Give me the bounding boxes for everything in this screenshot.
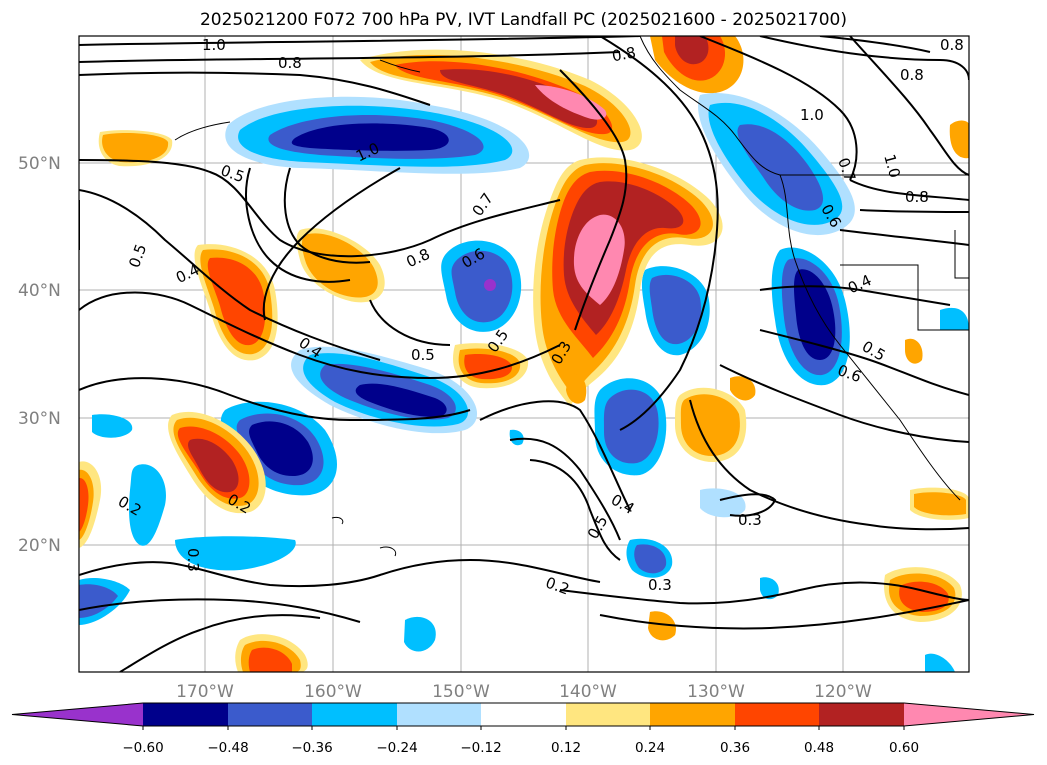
colorbar-segment: [228, 703, 312, 726]
colorbar-segment: [481, 703, 566, 726]
colorbar-tick-label: −0.60: [122, 740, 163, 756]
colorbar-segment: [566, 703, 650, 726]
contour-label: 0.8: [940, 36, 964, 54]
contour-label: 0.8: [611, 43, 638, 65]
colorbar: [11, 702, 1035, 730]
colorbar-tick-label: −0.36: [291, 740, 332, 756]
colorbar-tick-label: 0.24: [635, 740, 665, 756]
longitude-label: 150°W: [432, 682, 490, 702]
contour-label: 0.8: [900, 66, 924, 84]
colorbar-tick-label: −0.24: [376, 740, 417, 756]
latitude-label: 20°N: [18, 536, 61, 556]
contour-label: 1.0: [202, 36, 226, 54]
colorbar-segment: [397, 703, 481, 726]
positive-anomaly-blobs: [79, 36, 969, 672]
map-frame: [78, 35, 970, 673]
latitude-label: 40°N: [18, 281, 61, 301]
colorbar-tick-label: 0.12: [551, 740, 581, 756]
contour-label: 0.8: [905, 188, 929, 206]
colorbar-extend-low: [12, 703, 143, 726]
colorbar-segment: [650, 703, 735, 726]
longitude-label: 130°W: [687, 682, 745, 702]
colorbar-tick-labels: −0.60 −0.48 −0.36 −0.24 −0.12 0.12 0.24 …: [122, 740, 919, 756]
contour-label: 0.5: [411, 346, 435, 364]
colorbar-tick-label: −0.48: [207, 740, 248, 756]
colorbar-tick-label: 0.36: [720, 740, 750, 756]
pv-anomaly-fields: 1.0 0.8 1.0 0.5 0.5 0.4 0.8 0.7 0.6 0.5 …: [79, 36, 969, 672]
contour-label: 0.3: [738, 511, 762, 529]
colorbar-extend-high: [904, 703, 1034, 726]
contour-label: 0.3: [648, 576, 672, 594]
colorbar-tick-label: 0.48: [804, 740, 834, 756]
latitude-label: 50°N: [18, 154, 61, 174]
coastlines: [174, 36, 969, 557]
contour-label: 0.3: [184, 548, 202, 572]
longitude-label: 140°W: [559, 682, 617, 702]
colorbar-segment: [312, 703, 397, 726]
contour-label: 1.0: [800, 106, 824, 124]
figure-title: 2025021200 F072 700 hPa PV, IVT Landfall…: [199, 10, 847, 30]
longitude-label: 170°W: [176, 682, 234, 702]
colorbar-tick-label: −0.12: [460, 740, 501, 756]
colorbar-segment: [819, 703, 904, 726]
contour-label: 1.0: [880, 152, 904, 180]
longitude-label: 160°W: [304, 682, 362, 702]
colorbar-segment: [735, 703, 819, 726]
ivt-contours: [79, 36, 969, 672]
colorbar-segment: [143, 703, 228, 726]
colorbar-tick-label: 0.60: [889, 740, 919, 756]
longitude-label: 120°W: [814, 682, 872, 702]
negative-anomaly-blobs: [79, 93, 969, 672]
latitude-label: 30°N: [18, 409, 61, 429]
contour-label: 0.8: [278, 54, 302, 72]
